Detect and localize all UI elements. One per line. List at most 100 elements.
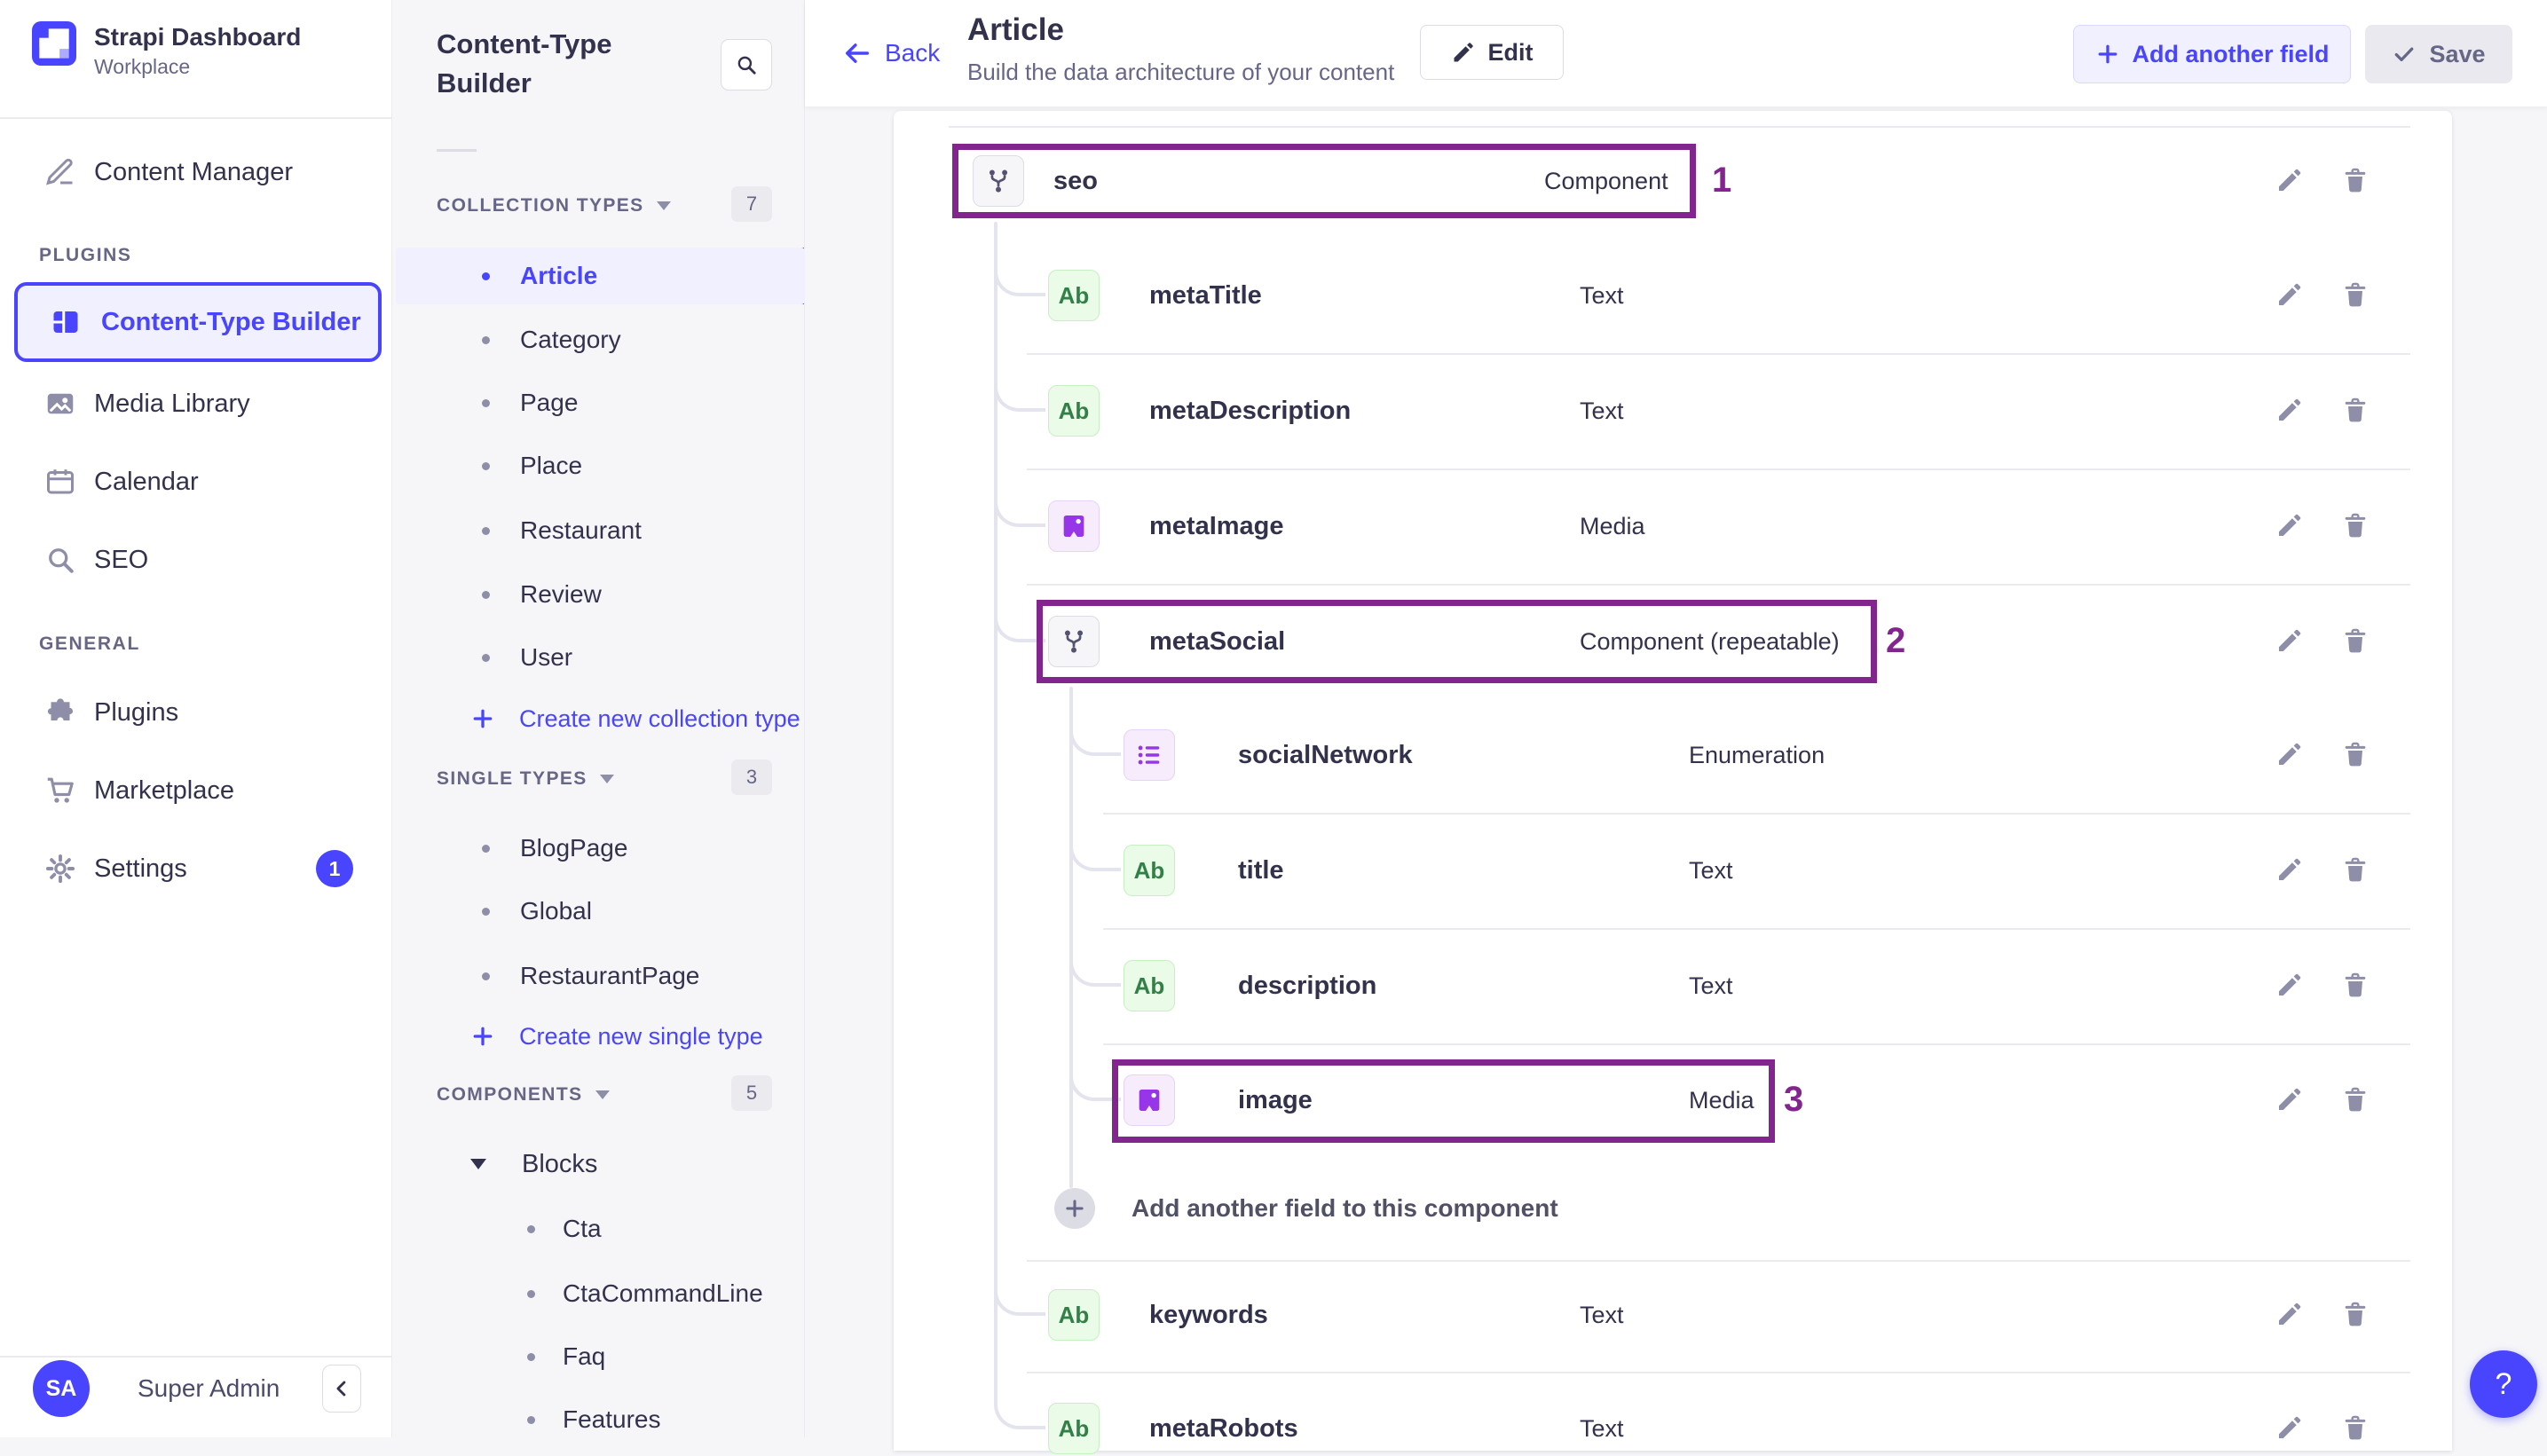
- single-type-restaurantpage[interactable]: RestaurantPage: [392, 948, 805, 1004]
- field-row-seo[interactable]: seo Component: [894, 153, 2452, 209]
- field-row-metaimage[interactable]: metaImage Media: [894, 499, 2452, 554]
- field-row-metadescription[interactable]: Ab metaDescription Text: [894, 383, 2452, 438]
- sidebar-item-calendar[interactable]: Calendar: [0, 453, 392, 510]
- chevron-down-icon: [656, 201, 671, 211]
- sidebar-item-seo[interactable]: SEO: [0, 531, 392, 588]
- field-type: Text: [1580, 282, 1624, 309]
- edit-field-button[interactable]: [2275, 971, 2305, 1001]
- collection-type-place[interactable]: Place: [392, 437, 805, 494]
- chevron-down-icon: [599, 775, 614, 784]
- bullet-icon: [482, 654, 490, 662]
- collection-types-header[interactable]: COLLECTION TYPES: [437, 188, 671, 224]
- help-button[interactable]: ?: [2470, 1350, 2537, 1418]
- create-collection-type-link[interactable]: Create new collection type: [392, 690, 805, 747]
- field-row-description[interactable]: Ab description Text: [894, 958, 2452, 1013]
- field-name: metaRobots: [1149, 1414, 1298, 1443]
- field-row-keywords[interactable]: Ab keywords Text: [894, 1287, 2452, 1342]
- component-faq[interactable]: Faq: [392, 1328, 805, 1385]
- main-sidebar: Strapi Dashboard Workplace Content Manag…: [0, 0, 392, 1437]
- component-cta[interactable]: Cta: [392, 1200, 805, 1257]
- delete-field-button[interactable]: [2340, 626, 2370, 657]
- notification-badge: 1: [316, 850, 353, 887]
- delete-field-button[interactable]: [2340, 280, 2370, 311]
- field-row-image[interactable]: image Media: [894, 1073, 2452, 1128]
- component-features[interactable]: Features: [392, 1391, 805, 1448]
- field-row-metarobots[interactable]: Ab metaRobots Text: [894, 1401, 2452, 1456]
- delete-field-button[interactable]: [2340, 166, 2370, 196]
- single-type-blogpage[interactable]: BlogPage: [392, 820, 805, 877]
- divider: [1103, 813, 2410, 815]
- delete-field-button[interactable]: [2340, 740, 2370, 770]
- edit-field-button[interactable]: [2275, 626, 2305, 657]
- collection-type-review[interactable]: Review: [392, 566, 805, 623]
- collection-type-page[interactable]: Page: [392, 374, 805, 431]
- bullet-icon: [527, 1416, 535, 1424]
- trash-icon: [2341, 971, 2370, 999]
- edit-field-button[interactable]: [2275, 1085, 2305, 1115]
- save-button[interactable]: Save: [2365, 25, 2512, 83]
- text-field-icon: Ab: [1124, 960, 1175, 1011]
- add-another-field-button[interactable]: Add another field: [2073, 25, 2351, 83]
- delete-field-button[interactable]: [2340, 1300, 2370, 1330]
- collection-type-article[interactable]: Article: [396, 248, 805, 304]
- pencil-icon: [2275, 280, 2304, 309]
- bullet-icon: [527, 1290, 535, 1298]
- component-category-blocks[interactable]: Blocks: [392, 1136, 805, 1192]
- field-name: seo: [1053, 167, 1098, 195]
- sidebar-item-content-type-builder[interactable]: Content-Type Builder: [14, 282, 382, 362]
- delete-field-button[interactable]: [2340, 511, 2370, 541]
- tree-elbow: [1069, 946, 1121, 987]
- edit-field-button[interactable]: [2275, 1413, 2305, 1444]
- edit-field-button[interactable]: [2275, 855, 2305, 885]
- delete-field-button[interactable]: [2340, 396, 2370, 426]
- edit-field-button[interactable]: [2275, 511, 2305, 541]
- delete-field-button[interactable]: [2340, 1085, 2370, 1115]
- field-name: description: [1238, 972, 1377, 1000]
- create-single-type-link[interactable]: Create new single type: [392, 1008, 805, 1065]
- text-field-icon: Ab: [1048, 385, 1100, 437]
- main-content: Back Article Build the data architecture…: [805, 0, 2547, 1454]
- field-row-socialnetwork[interactable]: socialNetwork Enumeration: [894, 728, 2452, 783]
- panel-title: Content-Type Builder: [437, 28, 612, 98]
- component-ctacommandline[interactable]: CtaCommandLine: [392, 1265, 805, 1322]
- sidebar-item-plugins[interactable]: Plugins: [0, 684, 392, 741]
- field-row-metasocial[interactable]: metaSocial Component (repeatable): [894, 614, 2452, 669]
- collapse-sidebar-button[interactable]: [322, 1365, 361, 1413]
- edit-field-button[interactable]: [2275, 740, 2305, 770]
- components-header[interactable]: COMPONENTS: [437, 1077, 610, 1113]
- search-button[interactable]: [721, 39, 772, 91]
- delete-field-button[interactable]: [2340, 1413, 2370, 1444]
- add-field-to-component-button[interactable]: Add another field to this component: [894, 1188, 1959, 1229]
- single-types-header[interactable]: SINGLE TYPES: [437, 761, 614, 797]
- edit-field-button[interactable]: [2275, 396, 2305, 426]
- bullet-icon: [482, 845, 490, 853]
- edit-field-button[interactable]: [2275, 166, 2305, 196]
- edit-field-button[interactable]: [2275, 280, 2305, 311]
- single-type-global[interactable]: Global: [392, 883, 805, 940]
- field-type: Media: [1580, 513, 1645, 539]
- collection-type-restaurant[interactable]: Restaurant: [392, 502, 805, 559]
- content-type-builder-panel: Content-Type Builder COLLECTION TYPES 7 …: [392, 0, 805, 1437]
- text-field-icon: Ab: [1048, 1403, 1100, 1454]
- field-name: metaDescription: [1149, 397, 1352, 425]
- delete-field-button[interactable]: [2340, 971, 2370, 1001]
- sidebar-item-media-library[interactable]: Media Library: [0, 375, 392, 432]
- edit-button[interactable]: Edit: [1420, 25, 1564, 80]
- collection-type-user[interactable]: User: [392, 629, 805, 686]
- annotation-number-3: 3: [1784, 1080, 1804, 1119]
- avatar[interactable]: SA: [33, 1360, 90, 1417]
- single-types-count: 3: [731, 759, 772, 795]
- sidebar-item-settings[interactable]: Settings 1: [0, 840, 392, 897]
- field-row-metatitle[interactable]: Ab metaTitle Text: [894, 268, 2452, 323]
- field-row-title[interactable]: Ab title Text: [894, 843, 2452, 898]
- component-field-icon: [1048, 616, 1100, 667]
- delete-field-button[interactable]: [2340, 855, 2370, 885]
- tree-elbow: [1069, 830, 1121, 871]
- field-type: Text: [1580, 1415, 1624, 1442]
- sidebar-item-content-manager[interactable]: Content Manager: [0, 144, 392, 201]
- collection-type-category[interactable]: Category: [392, 311, 805, 368]
- bullet-icon: [482, 399, 490, 407]
- sidebar-item-marketplace[interactable]: Marketplace: [0, 762, 392, 819]
- triangle-down-icon: [470, 1159, 486, 1169]
- edit-field-button[interactable]: [2275, 1300, 2305, 1330]
